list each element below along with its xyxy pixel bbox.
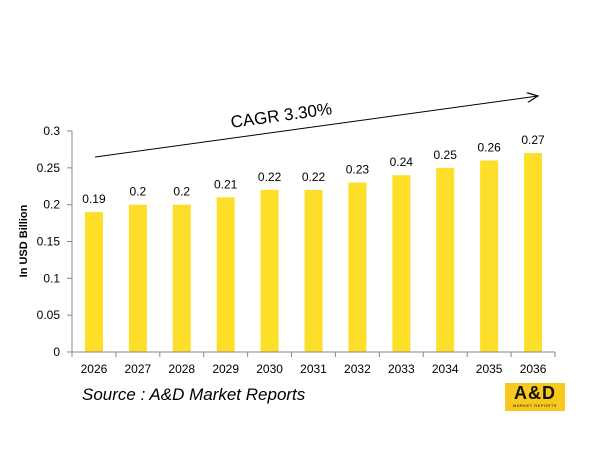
y-tick-label: 0.15 [37,235,61,249]
x-tick-label-2035: 2035 [476,362,503,376]
x-tick-label-2036: 2036 [520,362,547,376]
data-label-2028: 0.2 [173,185,190,199]
x-tick-label-2033: 2033 [388,362,415,376]
bar-2032 [348,182,367,352]
source-note: Source : A&D Market Reports [82,385,306,404]
data-label-2029: 0.21 [214,177,238,191]
x-tick-label-2032: 2032 [344,362,371,376]
x-tick-label-2029: 2029 [212,362,239,376]
bar-2031 [304,189,323,352]
bar-2029 [216,197,235,352]
bar-2035 [480,160,499,352]
data-label-2033: 0.24 [390,155,414,169]
x-tick-label-2031: 2031 [300,362,327,376]
bar-2028 [172,204,191,352]
x-tick-label-2028: 2028 [168,362,195,376]
data-label-2030: 0.22 [258,170,282,184]
bar-2036 [524,153,543,352]
y-tick-label: 0 [53,345,60,359]
logo-subtext: MARKET REPORTS [513,403,557,408]
cagr-annotation: CAGR 3.30% [229,99,333,132]
logo-text: A&D [514,383,556,403]
cagr-arrow [94,96,538,158]
y-axis-label: In USD Billion [18,204,30,277]
data-label-2034: 0.25 [434,148,458,162]
y-tick-label: 0.2 [43,198,60,212]
data-label-2036: 0.27 [521,133,545,147]
bar-2033 [392,175,411,352]
data-label-2026: 0.19 [82,192,106,206]
bar-2027 [128,204,147,352]
bar-2026 [84,212,103,352]
x-tick-label-2026: 2026 [81,362,108,376]
bar-2034 [436,167,455,352]
x-tick-label-2030: 2030 [256,362,283,376]
y-tick-label: 0.3 [43,124,60,138]
y-tick-label: 0.05 [37,308,61,322]
data-label-2027: 0.2 [130,185,147,199]
bar-2030 [260,189,279,352]
data-label-2032: 0.23 [346,163,370,177]
x-tick-label-2027: 2027 [125,362,152,376]
y-tick-label: 0.25 [37,161,61,175]
y-tick-label: 0.1 [43,271,60,285]
x-tick-label-2034: 2034 [432,362,459,376]
data-label-2031: 0.22 [302,170,326,184]
data-label-2035: 0.26 [477,140,501,154]
ad-logo: A&D MARKET REPORTS [505,383,565,411]
